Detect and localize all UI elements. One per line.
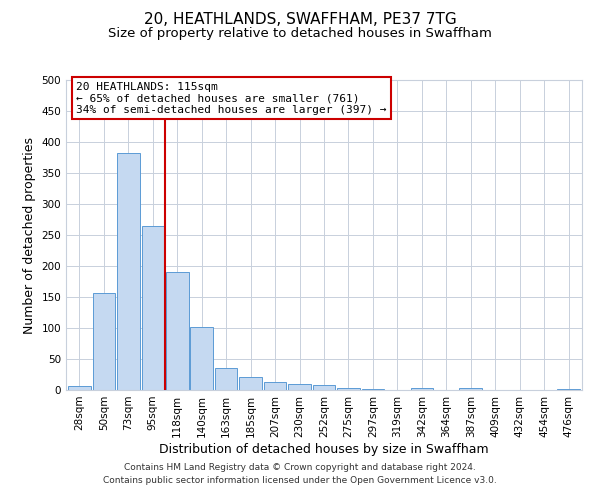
Bar (92, 292, 115, 390)
Text: 20 HEATHLANDS: 115sqm
← 65% of detached houses are smaller (761)
34% of semi-det: 20 HEATHLANDS: 115sqm ← 65% of detached … (76, 82, 387, 115)
Bar (362, 389, 384, 390)
Bar (239, 377, 262, 390)
Bar (190, 327, 213, 390)
Bar (215, 368, 238, 390)
Bar (142, 226, 164, 390)
Bar (313, 385, 335, 390)
Bar (68, 386, 91, 390)
X-axis label: Distribution of detached houses by size in Swaffham: Distribution of detached houses by size … (159, 442, 489, 456)
Text: Contains HM Land Registry data © Crown copyright and database right 2024.: Contains HM Land Registry data © Crown c… (124, 464, 476, 472)
Bar (557, 389, 580, 390)
Bar (117, 152, 140, 390)
Bar (288, 384, 311, 390)
Bar (264, 382, 286, 390)
Text: Size of property relative to detached houses in Swaffham: Size of property relative to detached ho… (108, 28, 492, 40)
Bar (337, 388, 360, 390)
Y-axis label: Number of detached properties: Number of detached properties (23, 136, 36, 334)
Text: 20, HEATHLANDS, SWAFFHAM, PE37 7TG: 20, HEATHLANDS, SWAFFHAM, PE37 7TG (143, 12, 457, 28)
Bar (410, 388, 433, 390)
Bar (460, 388, 482, 390)
Text: Contains public sector information licensed under the Open Government Licence v3: Contains public sector information licen… (103, 476, 497, 485)
Bar (166, 272, 188, 390)
